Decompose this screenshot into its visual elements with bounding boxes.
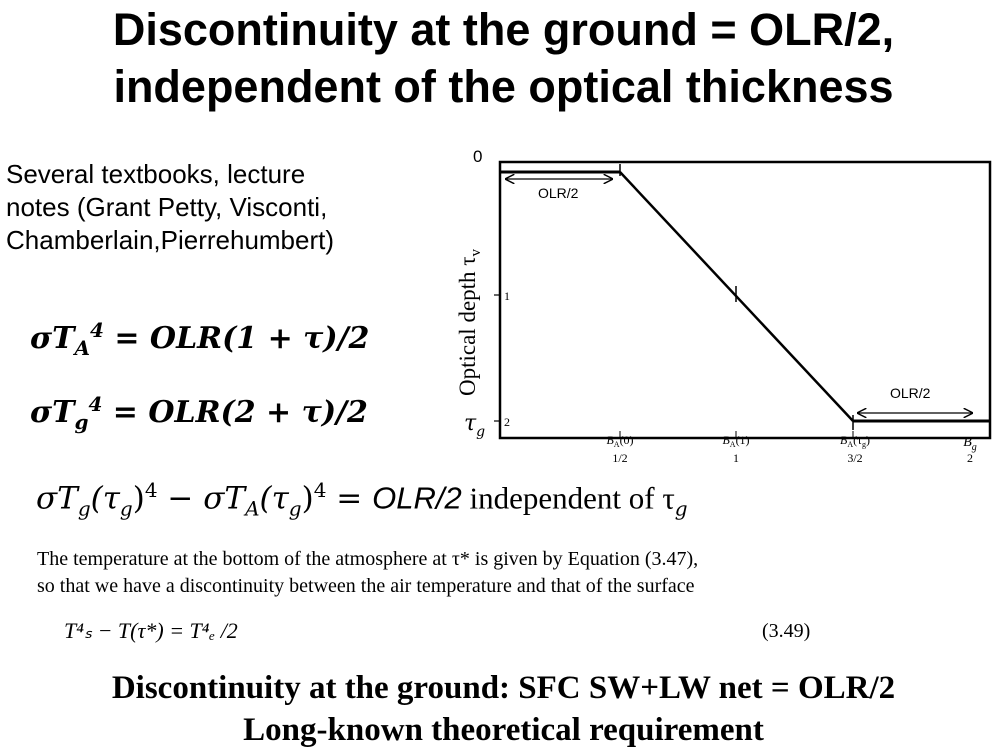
slide-title-line-2: independent of the optical thickness: [113, 61, 894, 112]
x-tick-value-0: 1/2: [612, 451, 627, 465]
book-line-1: The temperature at the bottom of the atm…: [37, 548, 699, 570]
slide-title-line-1: Discontinuity at the ground = OLR/2,: [112, 4, 895, 55]
y-axis-label: Optical depth τv: [455, 248, 484, 396]
eq-ta-sup: 4: [89, 318, 104, 342]
eq-tg-rhs: = OLR(2 + τ)/2: [102, 395, 368, 430]
olr-top-label: OLR/2: [538, 185, 579, 201]
y-tick-2: 2: [504, 415, 510, 429]
x-tick-label-0: BA(0): [606, 433, 633, 449]
keq-tail: independent of τ: [461, 480, 675, 516]
tau-g-label: τg: [464, 411, 485, 440]
book-line-2: so that we have a discontinuity between …: [37, 575, 695, 597]
intro-text: Several textbooks, lecture notes (Grant …: [6, 158, 334, 257]
x-tick-label-1: BA(1): [722, 433, 749, 449]
equation-ground-temperature: σTg4 = OLR(2 + τ)/2: [30, 392, 368, 434]
eq-ta-sub: A: [74, 336, 90, 360]
optical-depth-diagram: OLR/2 OLR/2 0 1 2 τg Optical depth τv BA…: [455, 147, 992, 465]
book-excerpt: The temperature at the bottom of the atm…: [37, 546, 698, 600]
y-tick-1: 1: [504, 289, 510, 303]
keq-olr: OLR/2: [372, 480, 462, 516]
eq-ta-lhs: σT: [30, 321, 75, 356]
eq-tg-sup: 4: [88, 392, 103, 416]
x-axis-ticks: BA(0) 1/2 BA(1) 1 BA(τg) 3/2 Bg 2: [606, 431, 977, 465]
plot-frame: [498, 160, 992, 440]
intro-line-3: Chamberlain,Pierrehumbert): [6, 225, 335, 255]
eq-ta-rhs: = OLR(1 + τ)/2: [103, 321, 370, 356]
book-equation: T⁴ₛ − T(τ*) = T⁴ₑ /2: [64, 618, 238, 643]
discontinuity-equation: σTg(τg)4 − σTA(τg)4 = OLR/2 independent …: [36, 478, 688, 521]
y-tick-0: 0: [473, 147, 482, 166]
book-equation-number: (3.49): [762, 620, 811, 642]
keq-sigma-tg: σT: [36, 480, 78, 517]
x-tick-value-2: 3/2: [847, 451, 862, 465]
x-tick-value-3: 2: [967, 451, 973, 465]
footer-line-2: Long-known theoretical requirement: [243, 712, 764, 748]
intro-line-1: Several textbooks, lecture: [6, 159, 306, 189]
eq-tg-lhs: σT: [30, 395, 75, 430]
x-tick-label-3: Bg: [963, 435, 977, 453]
footer-line-1: Discontinuity at the ground: SFC SW+LW n…: [111, 670, 896, 706]
x-tick-label-2: BA(τg): [840, 433, 870, 449]
olr-bottom-label: OLR/2: [890, 385, 931, 401]
x-tick-value-1: 1: [733, 451, 739, 465]
eq-tg-sub: g: [74, 410, 89, 434]
intro-line-2: notes (Grant Petty, Visconti,: [6, 192, 328, 222]
equation-atmosphere-temperature: σTA4 = OLR(1 + τ)/2: [30, 318, 369, 360]
